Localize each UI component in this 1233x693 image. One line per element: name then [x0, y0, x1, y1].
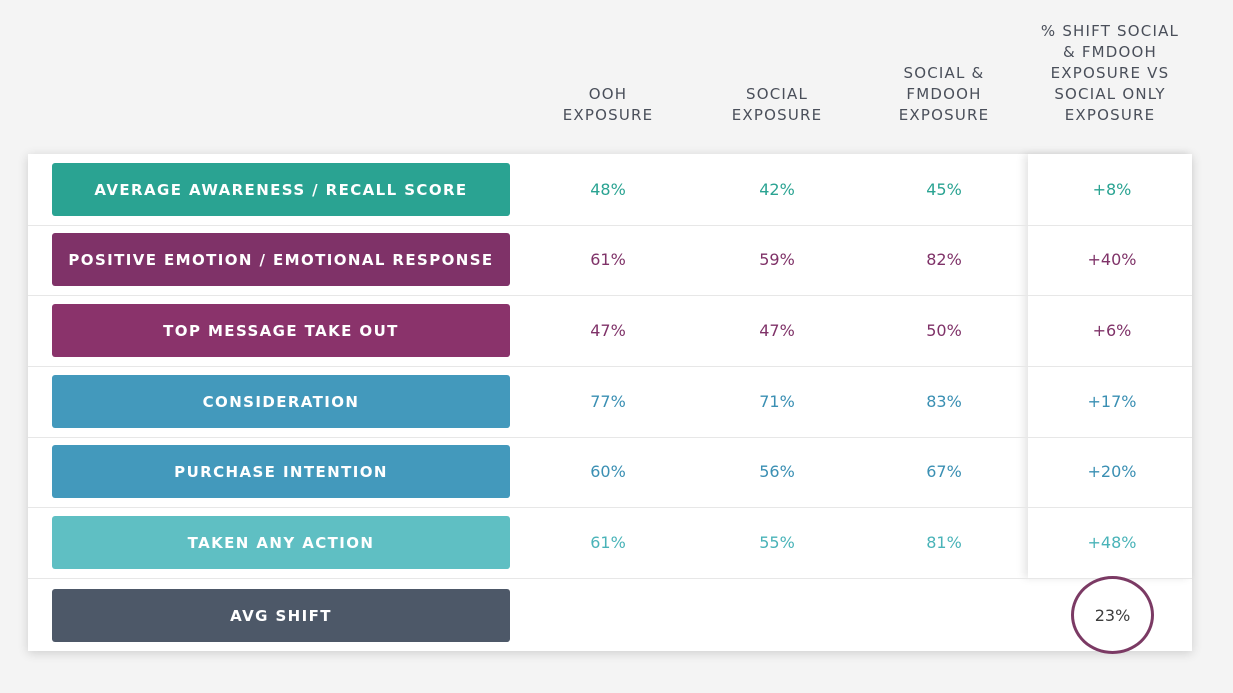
avg-shift-label: AVG SHIFT [52, 589, 510, 642]
row-label-3: CONSIDERATION [52, 375, 510, 428]
row-4-value-1: 56% [759, 461, 795, 481]
row-0-value-1: 42% [759, 179, 795, 199]
row-3-value-2: 83% [926, 391, 962, 411]
row-5-value-2: 81% [926, 532, 962, 552]
avg-shift-value: 23% [1071, 576, 1154, 654]
row-label-4: PURCHASE INTENTION [52, 445, 510, 498]
row-separator [28, 578, 1192, 579]
row-separator [28, 507, 1192, 508]
row-label-0: AVERAGE AWARENESS / RECALL SCORE [52, 163, 510, 216]
row-3-value-3: +17% [1087, 391, 1137, 411]
column-header-ooh-exposure: OOH EXPOSURE [562, 85, 654, 124]
row-2-value-1: 47% [759, 320, 795, 340]
row-2-value-3: +6% [1092, 320, 1132, 340]
row-1-value-0: 61% [590, 249, 626, 269]
row-separator [28, 437, 1192, 438]
row-2-value-2: 50% [926, 320, 962, 340]
row-5-value-0: 61% [590, 532, 626, 552]
column-header-percent-shift: % SHIFT SOCIAL & FMDOOH EXPOSURE VS SOCI… [1040, 22, 1180, 124]
column-header-social-fmdooh-exposure: SOCIAL & FMDOOH EXPOSURE [898, 64, 990, 124]
row-separator [28, 295, 1192, 296]
row-4-value-3: +20% [1087, 461, 1137, 481]
row-1-value-1: 59% [759, 249, 795, 269]
row-5-value-1: 55% [759, 532, 795, 552]
row-1-value-2: 82% [926, 249, 962, 269]
row-0-value-2: 45% [926, 179, 962, 199]
row-separator [28, 366, 1192, 367]
row-4-value-2: 67% [926, 461, 962, 481]
row-label-2: TOP MESSAGE TAKE OUT [52, 304, 510, 357]
row-3-value-0: 77% [590, 391, 626, 411]
row-3-value-1: 71% [759, 391, 795, 411]
row-label-1: POSITIVE EMOTION / EMOTIONAL RESPONSE [52, 233, 510, 286]
column-header-social-exposure: SOCIAL EXPOSURE [731, 85, 823, 124]
row-1-value-3: +40% [1087, 249, 1137, 269]
row-0-value-3: +8% [1092, 179, 1132, 199]
row-0-value-0: 48% [590, 179, 626, 199]
row-2-value-0: 47% [590, 320, 626, 340]
row-5-value-3: +48% [1087, 532, 1137, 552]
row-label-5: TAKEN ANY ACTION [52, 516, 510, 569]
row-separator [28, 225, 1192, 226]
row-4-value-0: 60% [590, 461, 626, 481]
